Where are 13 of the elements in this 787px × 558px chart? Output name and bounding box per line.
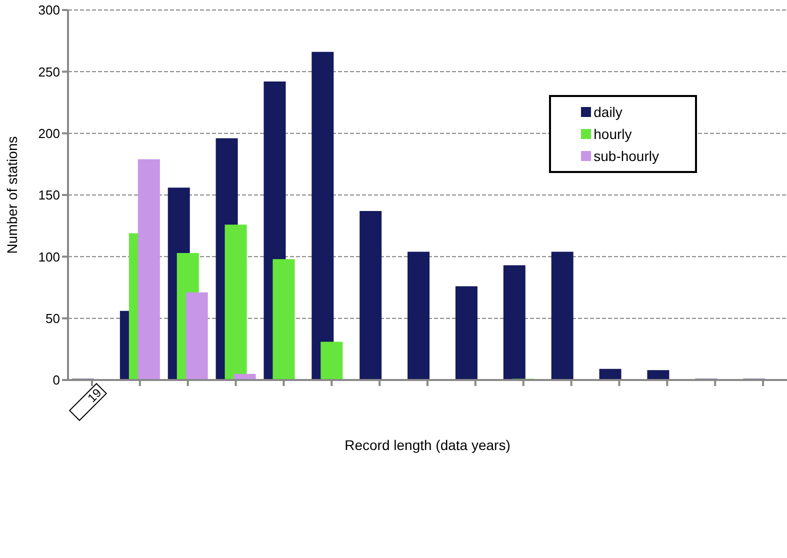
y-tick-label: 50 xyxy=(46,310,60,326)
y-axis-title: Number of stations xyxy=(4,136,20,254)
y-tick-label: 150 xyxy=(38,188,60,203)
y-tick-label: 0 xyxy=(52,372,60,388)
y-tick-label: 100 xyxy=(38,249,60,264)
x-axis-title: Record length (data years) xyxy=(344,437,510,453)
y-tick-label: 300 xyxy=(38,2,60,18)
legend-label: daily xyxy=(594,104,622,120)
legend-label: sub-hourly xyxy=(594,148,659,164)
legend-label: hourly xyxy=(594,126,632,142)
x-tick-label: 19 xyxy=(84,386,104,406)
y-tick-label: 250 xyxy=(38,64,60,80)
y-tick-label: 200 xyxy=(38,126,60,141)
